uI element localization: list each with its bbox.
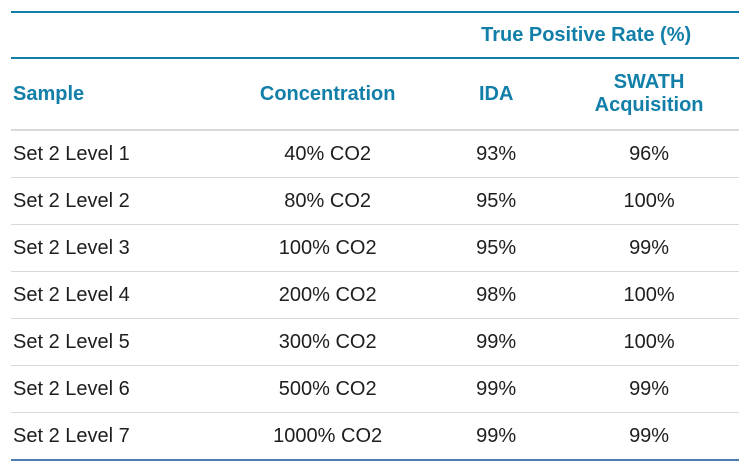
spanner-header: True Positive Rate (%) (433, 11, 739, 59)
true-positive-rate-table: True Positive Rate (%) Sample Concentrat… (11, 11, 739, 461)
cell-ida: 98% (433, 271, 560, 319)
table-row: Set 2 Level 4 200% CO2 98% 100% (11, 271, 739, 319)
cell-ida: 93% (433, 130, 560, 178)
column-header-sample: Sample (11, 58, 223, 131)
cell-sample: Set 2 Level 3 (11, 224, 223, 272)
cell-sample: Set 2 Level 7 (11, 412, 223, 461)
table-row: Set 2 Level 5 300% CO2 99% 100% (11, 318, 739, 366)
table-row: Set 2 Level 1 40% CO2 93% 96% (11, 130, 739, 178)
table-row: Set 2 Level 7 1000% CO2 99% 99% (11, 412, 739, 461)
cell-concentration: 80% CO2 (222, 177, 434, 225)
cell-swath: 100% (559, 177, 739, 225)
cell-swath: 99% (559, 365, 739, 413)
cell-swath: 96% (559, 130, 739, 178)
cell-ida: 99% (433, 318, 560, 366)
cell-sample: Set 2 Level 4 (11, 271, 223, 319)
table-row: Set 2 Level 3 100% CO2 95% 99% (11, 224, 739, 272)
column-header-swath-label: SWATH Acquisition (594, 71, 704, 116)
cell-ida: 99% (433, 412, 560, 461)
cell-swath: 99% (559, 224, 739, 272)
cell-concentration: 500% CO2 (222, 365, 434, 413)
cell-sample: Set 2 Level 1 (11, 130, 223, 178)
cell-ida: 99% (433, 365, 560, 413)
table-row: Set 2 Level 6 500% CO2 99% 99% (11, 365, 739, 413)
cell-ida: 95% (433, 177, 560, 225)
cell-swath: 100% (559, 318, 739, 366)
column-header-row: Sample Concentration IDA SWATH Acquisiti… (11, 58, 739, 131)
cell-concentration: 200% CO2 (222, 271, 434, 319)
cell-swath: 99% (559, 412, 739, 461)
column-header-swath: SWATH Acquisition (559, 58, 739, 131)
cell-sample: Set 2 Level 5 (11, 318, 223, 366)
cell-sample: Set 2 Level 2 (11, 177, 223, 225)
spanner-row: True Positive Rate (%) (11, 11, 739, 59)
cell-concentration: 100% CO2 (222, 224, 434, 272)
cell-concentration: 40% CO2 (222, 130, 434, 178)
cell-concentration: 300% CO2 (222, 318, 434, 366)
spanner-empty-cell (11, 11, 223, 59)
column-header-concentration: Concentration (222, 58, 434, 131)
spanner-empty-cell (222, 11, 434, 59)
table-row: Set 2 Level 2 80% CO2 95% 100% (11, 177, 739, 225)
cell-sample: Set 2 Level 6 (11, 365, 223, 413)
cell-swath: 100% (559, 271, 739, 319)
column-header-ida: IDA (433, 58, 560, 131)
cell-ida: 95% (433, 224, 560, 272)
cell-concentration: 1000% CO2 (222, 412, 434, 461)
